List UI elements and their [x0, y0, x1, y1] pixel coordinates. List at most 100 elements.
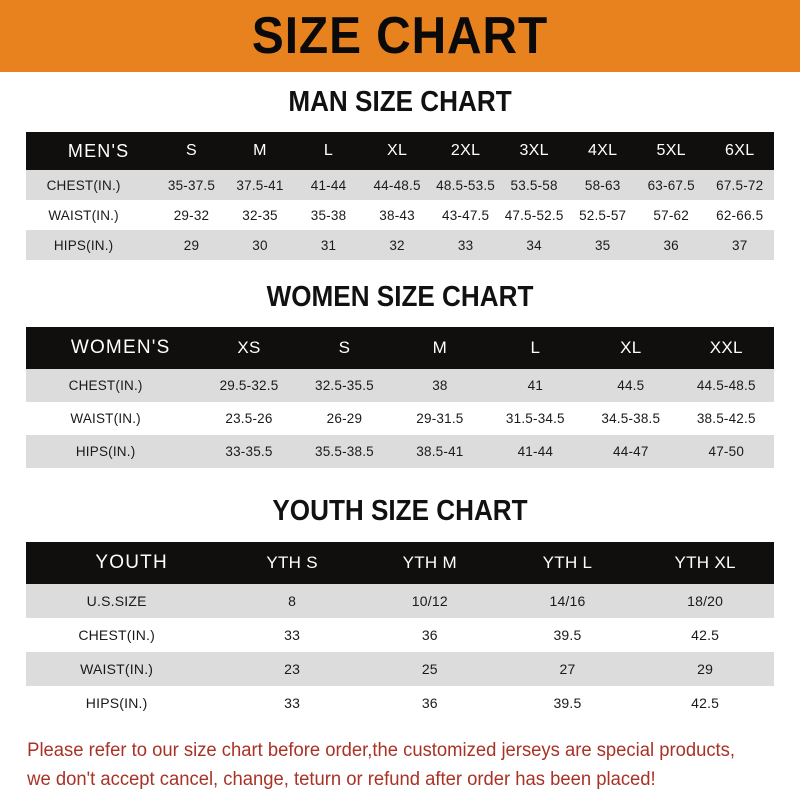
- row-value: 38: [432, 378, 448, 393]
- section-man: MAN SIZE CHART MEN'S S M L XL 2XL 3XL 4XL 5XL 6XL…: [0, 72, 800, 260]
- row-value: 57-62: [653, 207, 689, 223]
- row-value: 38.5-42.5: [696, 411, 756, 426]
- table-header-size-l: L: [323, 142, 334, 159]
- table-row: WAIST(IN.) 23 25 27 29: [26, 652, 774, 686]
- table-header-size-2xl: 2XL: [450, 142, 481, 159]
- row-value: 41-44: [310, 177, 347, 193]
- row-value: 37.5-41: [236, 177, 284, 193]
- table-header-size-5xl: 5XL: [656, 142, 686, 159]
- table-row: HIPS(IN.) 29 30 31 32 33 34 35 36 37: [26, 230, 774, 260]
- table-row: CHEST(IN.) 33 36 39.5 42.5: [26, 618, 774, 652]
- row-value: 30: [252, 237, 268, 253]
- table-row: HIPS(IN.) 33 36 39.5 42.5: [26, 686, 774, 720]
- row-value: 41-44: [517, 444, 554, 459]
- table-header-label: MEN'S: [67, 140, 130, 161]
- row-value: 10/12: [411, 593, 448, 609]
- row-value: 34.5-38.5: [601, 411, 661, 426]
- table-row: WAIST(IN.) 23.5-26 26-29 29-31.5 31.5-34.5 34…: [26, 402, 774, 435]
- row-value: 23.5-26: [225, 411, 273, 426]
- row-value: 29-31.5: [416, 411, 464, 426]
- row-value: 44-47: [613, 444, 649, 459]
- row-value: 39.5: [553, 627, 582, 643]
- row-value: 47-50: [708, 444, 745, 459]
- table-row: WAIST(IN.) 29-32 32-35 35-38 38-43 43-47.5 47.…: [26, 200, 774, 230]
- row-label: CHEST(IN.): [78, 627, 155, 643]
- row-value: 35.5-38.5: [315, 444, 374, 459]
- row-value: 53.5-58: [510, 177, 558, 193]
- footer-note-line-2: we don't accept cancel, change, teturn o…: [27, 769, 656, 790]
- row-label: WAIST(IN.): [70, 411, 141, 426]
- table-women-body: WOMEN'S XS S M L XL XXL CHEST(IN.) 29.5-32.5 32.5…: [26, 327, 774, 468]
- row-value: 58-63: [584, 177, 621, 193]
- row-value: 62-66.5: [716, 207, 764, 223]
- row-value: 8: [288, 593, 297, 609]
- row-value: 37: [732, 237, 748, 253]
- row-label: HIPS(IN.): [85, 695, 148, 711]
- row-value: 33: [284, 627, 301, 643]
- table-women-size: WOMEN'S XS S M L XL XXL CHEST(IN.) 29.5-32.5 32.5…: [26, 327, 774, 468]
- table-youth-body: YOUTH YTH S YTH M YTH L YTH XL U.S.SIZE 8 10/12…: [26, 542, 774, 720]
- row-value: 63-67.5: [647, 177, 695, 193]
- row-value: 48.5-53.5: [436, 177, 496, 193]
- row-value: 43-47.5: [442, 207, 490, 223]
- table-header-label: WOMEN'S: [70, 337, 171, 358]
- row-value: 18/20: [687, 593, 724, 609]
- section-title-man: MAN SIZE CHART: [288, 86, 512, 118]
- row-value: 34: [526, 237, 542, 253]
- table-row: CHEST(IN.) 35-37.5 37.5-41 41-44 44-48.5 48.5…: [26, 170, 774, 200]
- table-header-size-l: L: [530, 338, 541, 357]
- row-value: 25: [421, 661, 438, 677]
- section-title-youth: YOUTH SIZE CHART: [272, 495, 528, 527]
- table-row: HIPS(IN.) 33-35.5 35.5-38.5 38.5-41 41-44 44-…: [26, 435, 774, 468]
- row-value: 44.5-48.5: [696, 378, 756, 393]
- row-value: 33: [284, 695, 301, 711]
- table-header-size-yth-xl: YTH XL: [674, 553, 736, 572]
- table-header-size-xs: XS: [237, 338, 261, 357]
- table-header-size-4xl: 4XL: [587, 142, 618, 159]
- charts-content: MAN SIZE CHART MEN'S S M L XL 2XL 3XL 4XL 5XL 6XL…: [0, 72, 800, 794]
- section-title-women: WOMEN SIZE CHART: [266, 281, 534, 313]
- table-man-size: MEN'S S M L XL 2XL 3XL 4XL 5XL 6XL CHEST(IN.) 35-37…: [26, 132, 774, 260]
- page-title: SIZE CHART: [251, 7, 549, 65]
- table-header-size-m: M: [432, 338, 448, 357]
- table-header-size-s: S: [185, 142, 197, 159]
- row-value: 29: [697, 661, 714, 677]
- row-value: 67.5-72: [716, 177, 764, 193]
- table-header-size-6xl: 6XL: [725, 142, 755, 159]
- row-label: HIPS(IN.): [53, 237, 114, 253]
- table-row: CHEST(IN.) 29.5-32.5 32.5-35.5 38 41 44.5 44.5…: [26, 369, 774, 402]
- row-label: CHEST(IN.): [68, 378, 143, 393]
- row-value: 47.5-52.5: [504, 207, 564, 223]
- table-header-size-s: S: [338, 338, 351, 357]
- table-header-size-m: M: [253, 142, 267, 159]
- row-value: 29.5-32.5: [219, 378, 279, 393]
- row-value: 38-43: [379, 207, 415, 223]
- table-header-row: YOUTH YTH S YTH M YTH L YTH XL: [26, 542, 774, 584]
- table-man-body: MEN'S S M L XL 2XL 3XL 4XL 5XL 6XL CHEST(IN.) 35-37…: [26, 132, 774, 260]
- row-label: HIPS(IN.): [75, 444, 136, 459]
- row-value: 32: [389, 237, 405, 253]
- table-header-size-xxl: XXL: [709, 338, 743, 357]
- row-value: 36: [663, 237, 679, 253]
- table-youth-size: YOUTH YTH S YTH M YTH L YTH XL U.S.SIZE 8 10/12…: [26, 542, 774, 720]
- row-value: 33: [457, 237, 474, 253]
- table-header-size-xl: XL: [620, 338, 642, 357]
- row-value: 32-35: [242, 207, 278, 223]
- row-value: 38.5-41: [416, 444, 464, 459]
- table-header-size-yth-s: YTH S: [266, 553, 318, 572]
- row-value: 44.5: [617, 378, 645, 393]
- row-value: 32.5-35.5: [315, 378, 374, 393]
- row-label: U.S.SIZE: [86, 593, 147, 609]
- row-value: 42.5: [691, 627, 720, 643]
- row-value: 52.5-57: [579, 207, 627, 223]
- row-label: WAIST(IN.): [80, 661, 154, 677]
- row-value: 29: [183, 237, 200, 253]
- table-row: U.S.SIZE 8 10/12 14/16 18/20: [26, 584, 774, 618]
- row-value: 31.5-34.5: [505, 411, 565, 426]
- table-header-size-yth-m: YTH M: [402, 553, 457, 572]
- row-value: 35: [594, 237, 611, 253]
- row-value: 26-29: [326, 411, 363, 426]
- row-value: 23: [284, 661, 301, 677]
- row-label: CHEST(IN.): [46, 177, 121, 193]
- row-value: 31: [320, 237, 337, 253]
